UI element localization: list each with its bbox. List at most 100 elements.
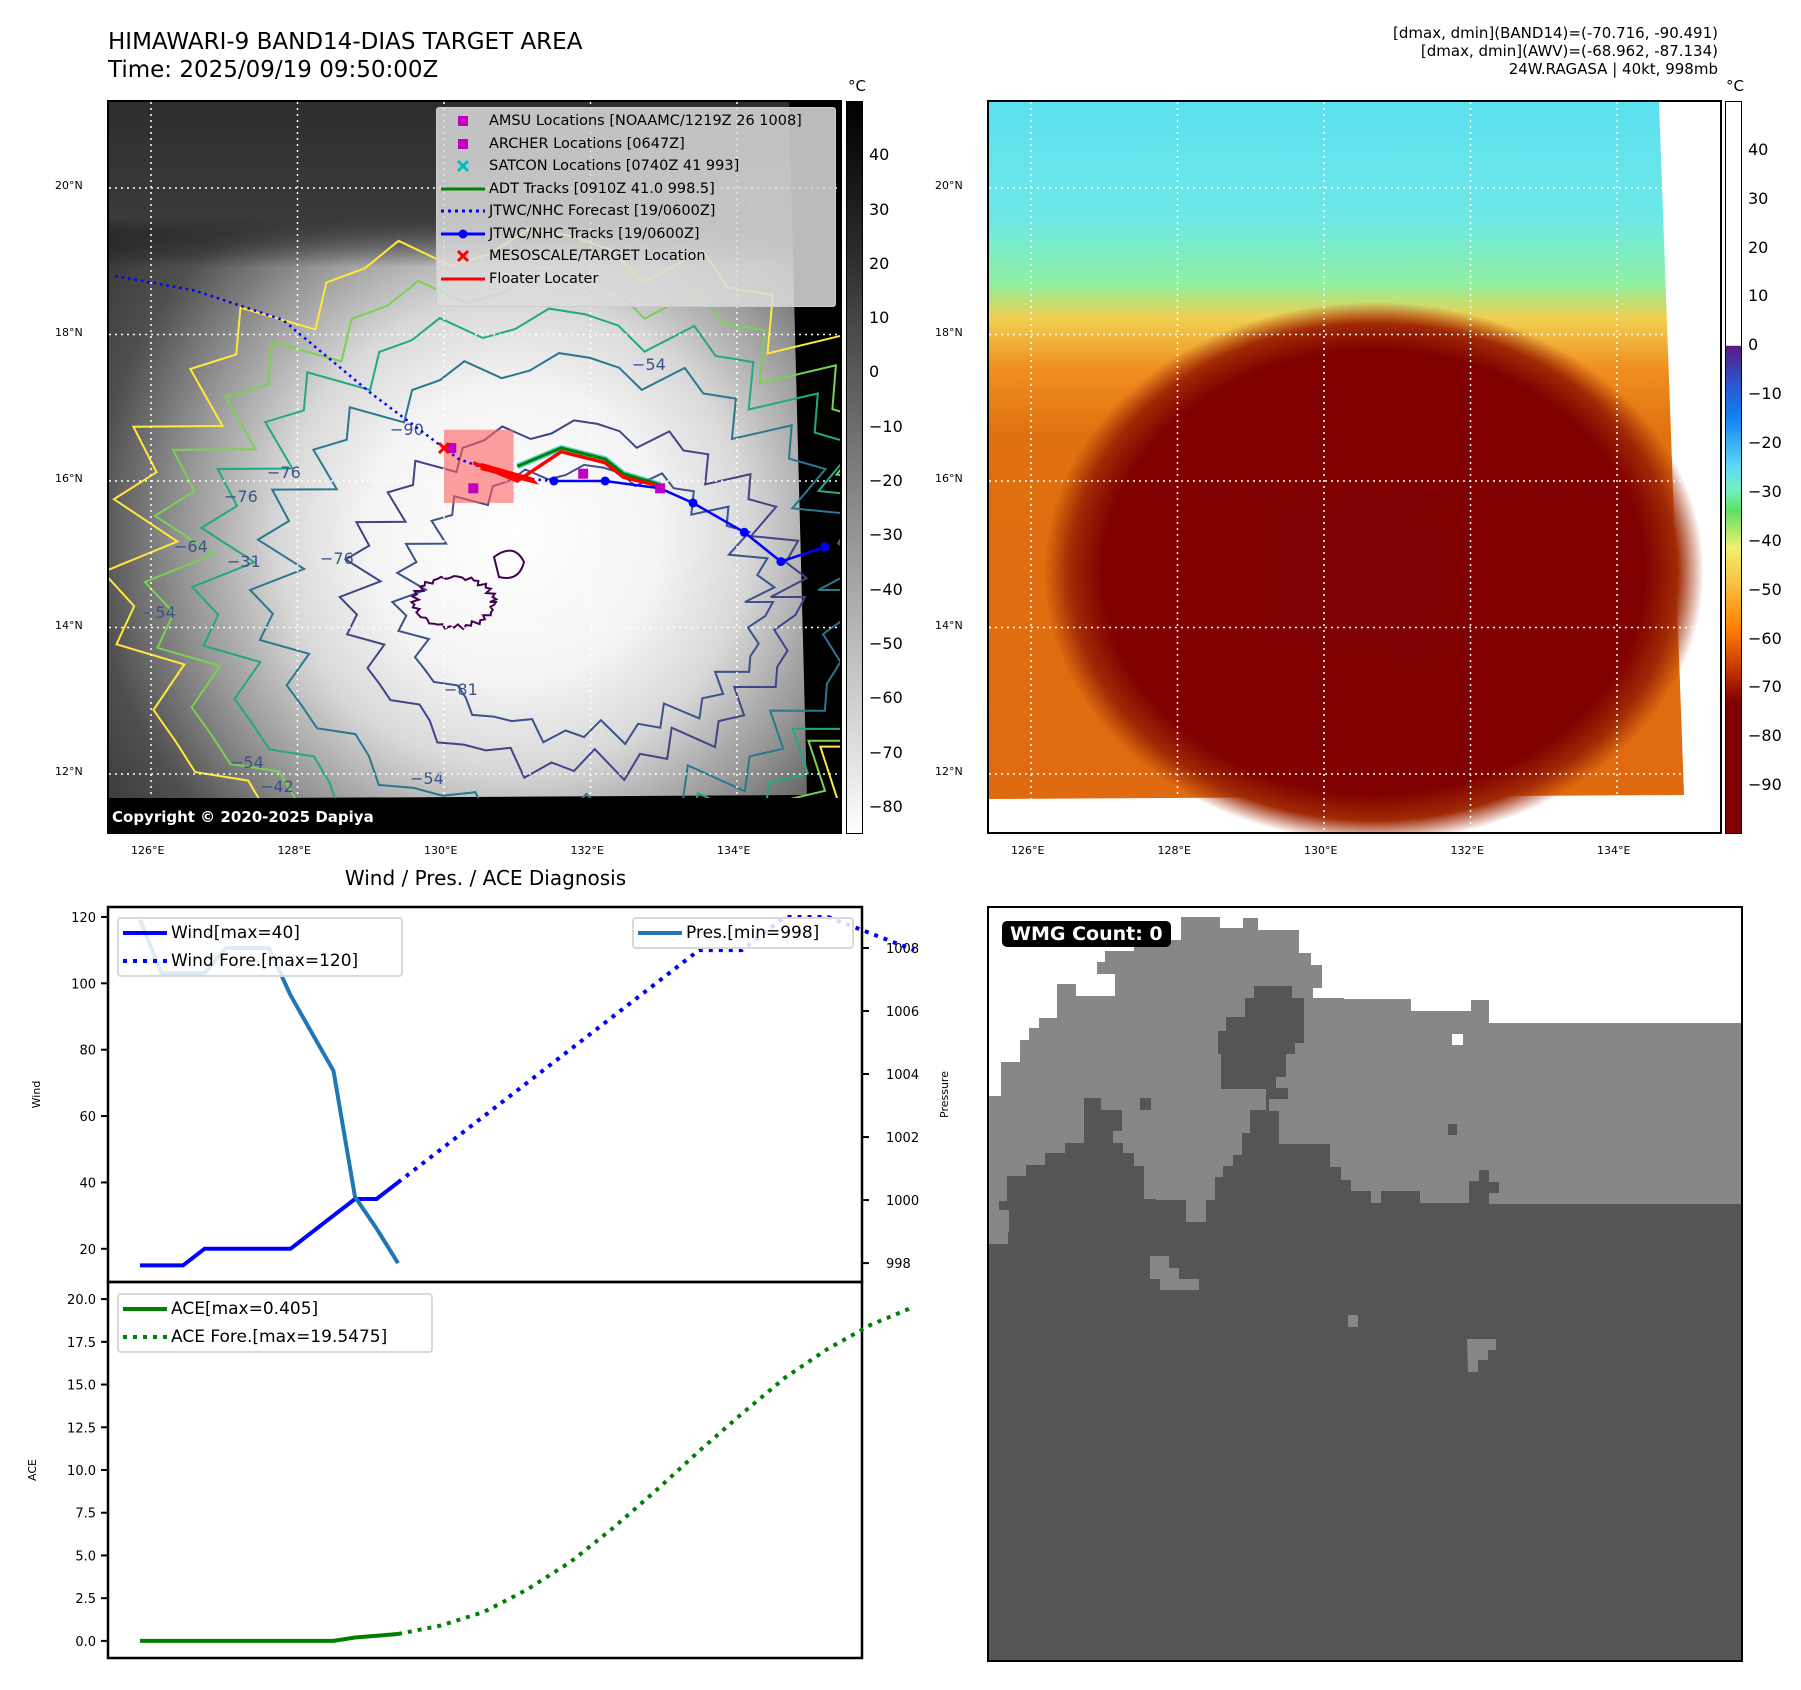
- contour-line: [390, 463, 777, 746]
- wind-y-tick-label: 40: [79, 1176, 96, 1191]
- lat-tick-label: 14°N: [935, 618, 963, 632]
- target-location-marker: [437, 441, 451, 455]
- wind-legend: Wind[max=40] Wind Fore.[max=120]: [117, 917, 403, 977]
- ir-map-panel[interactable]: −31−31−42−54−54−54−54−64−64−76−76−76−81−…: [107, 100, 842, 834]
- amsu-location-marker: [655, 483, 666, 494]
- colorbar-tick-label: −20: [869, 471, 903, 491]
- red-line-icon: [441, 277, 485, 281]
- map-legend-item: Floater Locater: [437, 268, 835, 291]
- colorbar-tick-label: −40: [1748, 530, 1782, 550]
- left-colorbar: [846, 101, 863, 834]
- colorbar-tick-label: −70: [869, 742, 903, 762]
- lon-tick-label: 134°E: [1597, 844, 1631, 857]
- wind-y-tick-label: 80: [79, 1044, 96, 1059]
- pressure-y-tick-label: 1006: [886, 1005, 919, 1020]
- map-legend-label: AMSU Locations [NOAAMC/1219Z 26 1008]: [489, 113, 802, 130]
- contour-label: −64: [174, 537, 208, 556]
- wind-line: [140, 1180, 400, 1268]
- lon-tick-label: 128°E: [1157, 844, 1191, 857]
- solid-blue-line-icon: [123, 931, 167, 935]
- colorbar-tick-label: −90: [1748, 775, 1782, 795]
- colorbar-tick-label: 20: [869, 253, 890, 273]
- legend-ace: ACE[max=0.405]: [119, 1295, 431, 1323]
- dotted-green-line-icon: [123, 1335, 167, 1339]
- colorbar-tick-label: −20: [1748, 433, 1782, 453]
- jtwc-track-point: [688, 498, 698, 508]
- storm-stats: [dmax, dmin](BAND14)=(-70.716, -90.491) …: [1393, 24, 1718, 78]
- pressure-y-tick-label: 1000: [886, 1194, 919, 1209]
- colorbar-tick-label: −30: [1748, 481, 1782, 501]
- cold-cloud-core: [1044, 302, 1704, 832]
- lat-tick-label: 16°N: [55, 472, 83, 485]
- pressure-y-tick-label: 1002: [886, 1131, 919, 1146]
- colorbar-tick-label: 30: [1748, 188, 1769, 208]
- contour-line: [492, 549, 526, 579]
- colorbar-tick-label: −10: [1748, 384, 1782, 404]
- map-legend: AMSU Locations [NOAAMC/1219Z 26 1008] ARC…: [436, 107, 836, 307]
- wind-y-axis-label: Wind: [30, 1081, 43, 1109]
- map-legend-item: JTWC/NHC Tracks [19/0600Z]: [437, 223, 835, 246]
- ace-y-tick-label: 15.0: [67, 1379, 96, 1394]
- map-legend-label: ADT Tracks [0910Z 41.0 998.5]: [489, 180, 715, 197]
- lon-tick-label: 128°E: [277, 844, 311, 857]
- pressure-legend: Pres.[min=998]: [632, 917, 854, 949]
- colorbar-tick-label: 30: [869, 199, 890, 219]
- lat-tick-label: 12°N: [55, 765, 83, 778]
- lon-tick-label: 132°E: [570, 844, 604, 857]
- wmg-region-dark: [989, 986, 1741, 1660]
- copyright-bar: [109, 798, 840, 832]
- ace-y-tick-label: 2.5: [75, 1592, 96, 1607]
- lon-tick-label: 130°E: [424, 844, 458, 857]
- contour-label: −42: [260, 777, 294, 796]
- stats-storm: 24W.RAGASA | 40kt, 998mb: [1508, 60, 1718, 78]
- red-x-icon: [456, 250, 470, 263]
- colorbar-tick-label: −70: [1748, 677, 1782, 697]
- ace-forecast-line: [397, 1304, 915, 1636]
- diagnosis-title: Wind / Pres. / ACE Diagnosis: [344, 866, 627, 890]
- stats-awv: [dmax, dmin](AWV)=(-68.962, -87.134): [1420, 42, 1718, 60]
- map-legend-item: MESOSCALE/TARGET Location: [437, 245, 835, 268]
- colorbar-tick-label: 0: [869, 362, 880, 382]
- floater-cluster: [480, 462, 540, 485]
- lat-tick-label: 20°N: [935, 179, 963, 192]
- contour-label: −90: [390, 420, 424, 439]
- jtwc-track-point: [549, 476, 559, 486]
- enhanced-ir-map: [989, 102, 1720, 832]
- pressure-y-tick-label: 1004: [886, 1068, 919, 1083]
- title-line-2: Time: 2025/09/19 09:50:00Z: [108, 57, 439, 83]
- contour-label: −81: [444, 680, 478, 699]
- map-legend-label: SATCON Locations [0740Z 41 993]: [489, 158, 740, 175]
- legend-wind: Wind[max=40]: [119, 919, 401, 947]
- colorbar-tick-label: −30: [869, 525, 903, 545]
- storm-tracks: [114, 274, 830, 567]
- jtwc-track-point: [739, 527, 749, 537]
- pressure-y-axis-label: Pressure: [938, 1071, 951, 1118]
- ace-y-tick-label: 0.0: [75, 1635, 96, 1650]
- right-colorbar-unit: °C: [1726, 77, 1744, 95]
- colorbar-tick-label: −80: [1748, 726, 1782, 746]
- wind-y-tick-label: 120: [71, 911, 96, 926]
- colorbar-tick-label: −50: [869, 633, 903, 653]
- jtwc-track-point: [600, 476, 610, 486]
- map-legend-label: JTWC/NHC Tracks [19/0600Z]: [489, 225, 700, 242]
- wind-y-tick-label: 20: [79, 1243, 96, 1258]
- colorbar-tick-label: 0: [1748, 335, 1759, 355]
- contour-label: −54: [632, 355, 666, 374]
- floater-track: [472, 449, 661, 488]
- wind-y-tick-label: 60: [79, 1110, 96, 1125]
- colorbar-tick-label: −80: [869, 796, 903, 816]
- colorbar-tick-label: 10: [1748, 286, 1769, 306]
- lat-tick-label: 18°N: [55, 325, 83, 339]
- colorbar-tick-label: 10: [869, 308, 890, 328]
- contour-label: −76: [267, 463, 301, 482]
- solid-green-line-icon: [123, 1307, 167, 1311]
- colorbar-tick-label: 40: [1748, 139, 1769, 159]
- pressure-y-tick-label: 1008: [886, 942, 919, 957]
- lat-tick-label: 14°N: [55, 618, 83, 632]
- solid-steelblue-line-icon: [638, 931, 682, 935]
- contour-line: [409, 574, 499, 631]
- wind-forecast-line: [396, 915, 915, 1184]
- enhanced-ir-map-panel[interactable]: [987, 100, 1722, 834]
- legend-pressure: Pres.[min=998]: [634, 919, 852, 947]
- map-legend-label: ARCHER Locations [0647Z]: [489, 135, 685, 152]
